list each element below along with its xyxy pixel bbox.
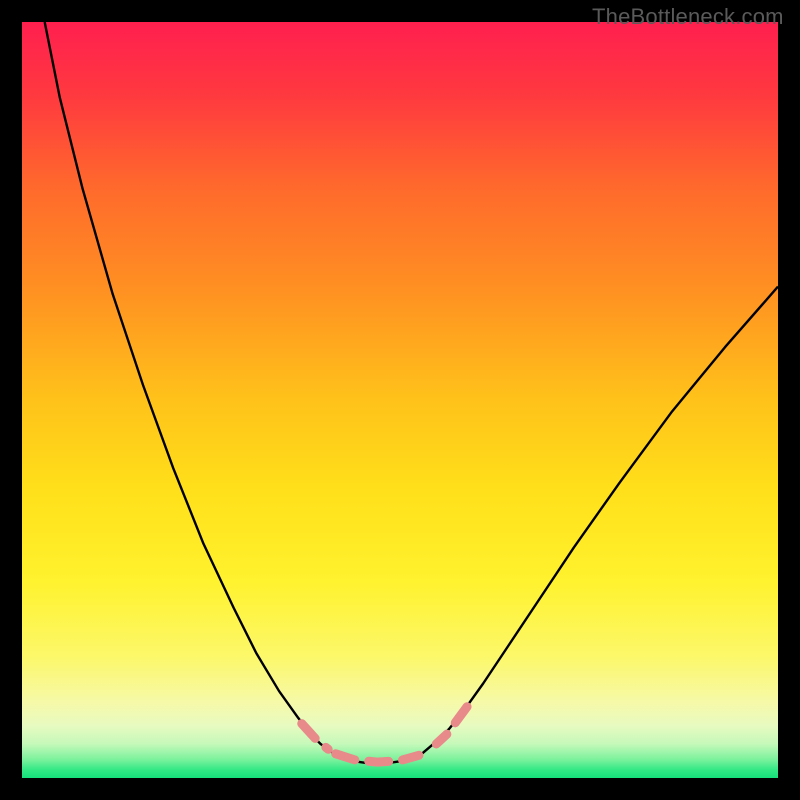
- chart-svg: [22, 22, 778, 778]
- plot-area: [22, 22, 778, 778]
- watermark-text: TheBottleneck.com: [592, 4, 784, 30]
- gradient-background: [22, 22, 778, 778]
